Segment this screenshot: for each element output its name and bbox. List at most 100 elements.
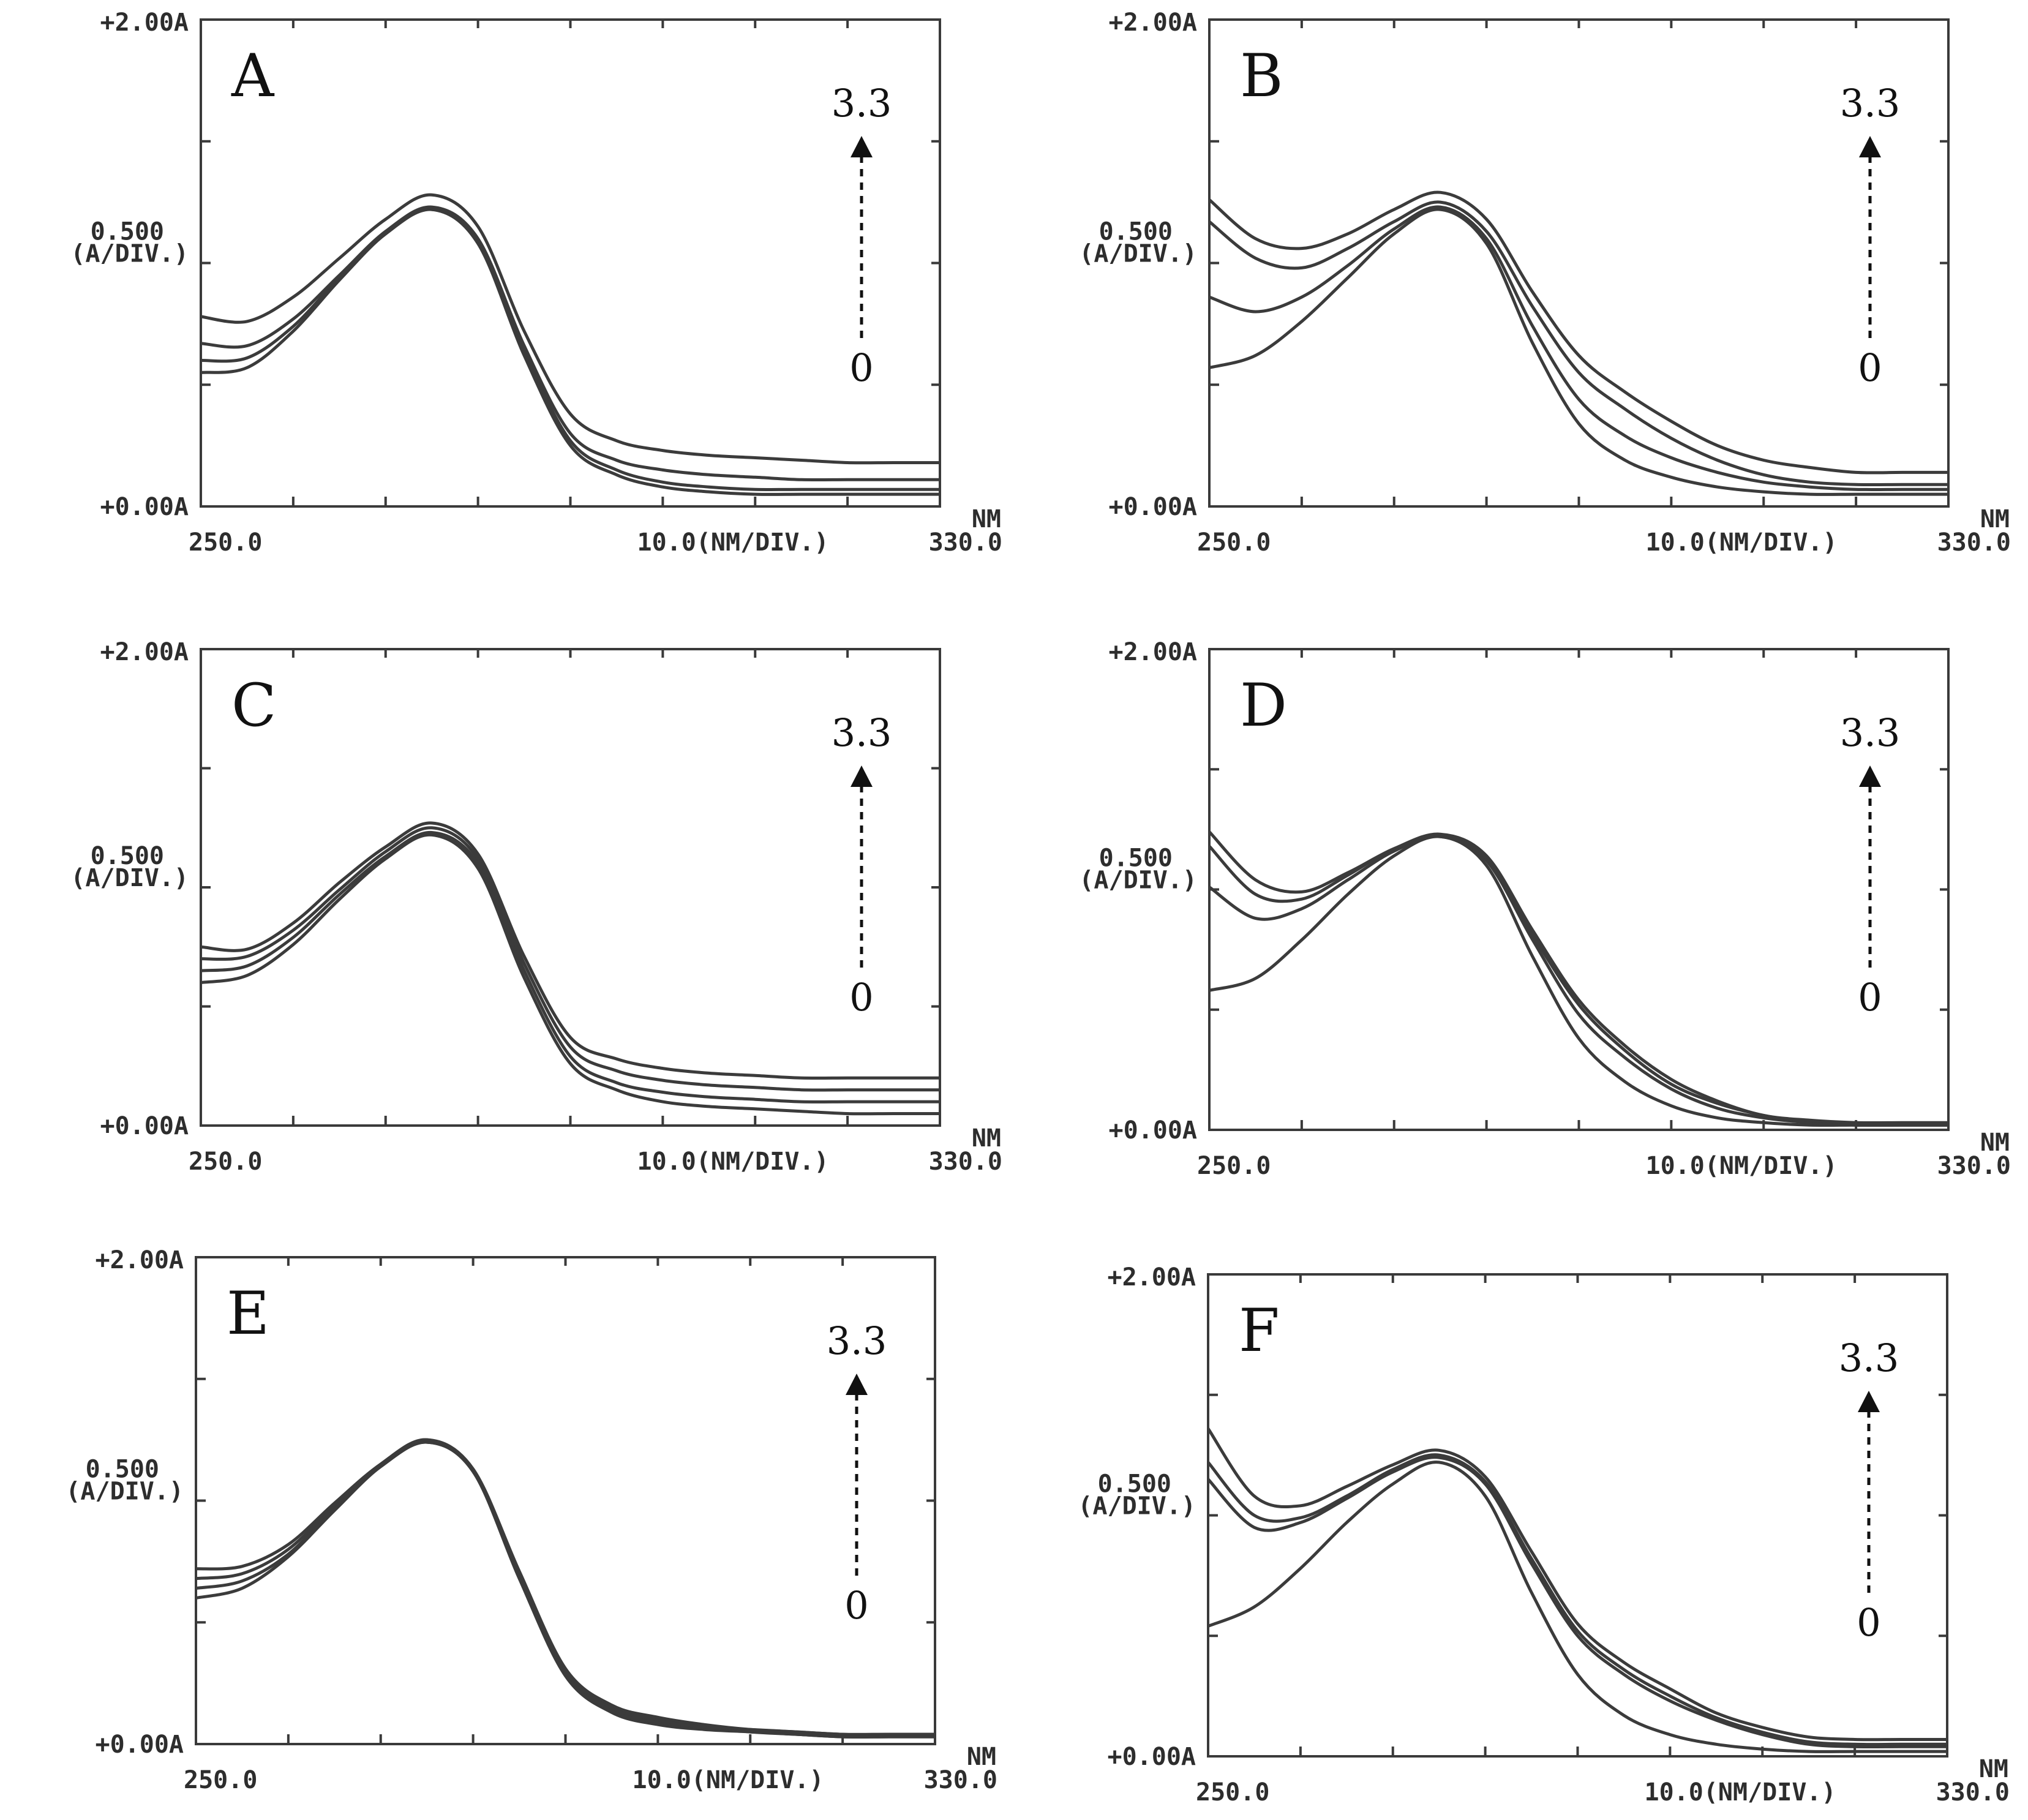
arrow-top-label: 3.3 — [1840, 81, 1901, 126]
y-scale-unit: (A/DIV.) — [70, 864, 189, 892]
x-axis-label: 10.0(NM/DIV.) — [637, 1148, 829, 1176]
series-line-3-3 — [200, 821, 940, 1080]
panel-letter: C — [231, 671, 276, 740]
panel-letter: A — [231, 42, 275, 110]
y-min-label: +0.00A — [100, 1112, 189, 1140]
y-max-label: +2.00A — [100, 9, 189, 37]
y-scale-value: 0.500 — [1099, 844, 1173, 873]
series-line-0 — [1209, 835, 1948, 1127]
arrow-top-label: 3.3 — [1840, 710, 1901, 755]
series-line-3-3 — [1206, 1427, 1947, 1742]
series-line-1 — [1207, 1456, 1947, 1749]
arrow-bottom-label: 0 — [849, 345, 873, 390]
x-max-label: 330.0 — [924, 1766, 997, 1794]
y-scale-unit: (A/DIV.) — [1079, 867, 1197, 895]
panel-letter: F — [1239, 1296, 1280, 1365]
panel-letter: D — [1240, 671, 1287, 740]
arrow-top-label: 3.3 — [832, 81, 892, 126]
series-line-2 — [1208, 835, 1948, 1127]
arrow-bottom-label: 0 — [844, 1583, 868, 1628]
arrow-bottom-label: 0 — [849, 975, 873, 1020]
x-min-label: 250.0 — [1197, 528, 1271, 557]
arrow-head — [851, 765, 873, 787]
x-unit-label: NM — [972, 505, 1001, 533]
arrow-head — [1858, 1391, 1880, 1412]
panel-letter: E — [227, 1279, 269, 1348]
panel-c: +2.00A +0.00A 0.500(A/DIV.) 250.0 330.0NM 10.… — [70, 638, 1002, 1176]
series-line-2 — [200, 826, 940, 1092]
panel-e: +2.00A +0.00A 0.500(A/DIV.) 250.0 330.0NM 10.… — [66, 1246, 997, 1794]
x-axis-label: 10.0(NM/DIV.) — [1646, 1152, 1838, 1180]
series-line-2 — [195, 1438, 935, 1736]
plot-frame — [1208, 648, 1950, 1131]
y-min-label: +0.00A — [1109, 1116, 1198, 1145]
x-max-label: 330.0 — [1937, 1152, 2011, 1180]
y-max-label: +2.00A — [1109, 638, 1198, 666]
arrow-top-label: 3.3 — [827, 1318, 887, 1363]
series-line-0 — [195, 1440, 935, 1739]
x-max-label: 330.0 — [929, 528, 1002, 557]
y-scale-value: 0.500 — [86, 1456, 159, 1484]
x-min-label: 250.0 — [189, 528, 262, 557]
x-axis-label: 10.0(NM/DIV.) — [637, 528, 829, 557]
y-scale-value: 0.500 — [1098, 1470, 1171, 1498]
series-line-0 — [200, 208, 940, 496]
x-unit-label: NM — [1979, 1755, 2008, 1783]
y-min-label: +0.00A — [96, 1731, 184, 1759]
x-max-label: 330.0 — [1936, 1778, 2010, 1807]
arrow-head — [1859, 136, 1881, 157]
series-line-3-3 — [1208, 190, 1948, 475]
panel-letter: B — [1240, 42, 1283, 110]
x-max-label: 330.0 — [929, 1148, 1002, 1176]
series-line-2 — [1207, 1453, 1947, 1747]
y-max-label: +2.00A — [100, 638, 189, 666]
y-scale-value: 0.500 — [1099, 218, 1173, 246]
x-axis-label: 10.0(NM/DIV.) — [1646, 528, 1838, 557]
y-max-label: +2.00A — [96, 1246, 184, 1274]
series-line-1 — [1209, 205, 1948, 491]
series-line-3-3 — [195, 1438, 935, 1736]
panel-f: +2.00A +0.00A 0.500(A/DIV.) 250.0 330.0NM 10.… — [1078, 1263, 2010, 1807]
x-unit-label: NM — [1980, 505, 2010, 533]
arrow-head — [1859, 765, 1881, 787]
x-max-label: 330.0 — [1937, 528, 2011, 557]
y-scale-unit: (A/DIV.) — [66, 1478, 184, 1506]
series-line-1 — [200, 830, 940, 1104]
y-min-label: +0.00A — [100, 493, 189, 521]
arrow-bottom-label: 0 — [1857, 1600, 1880, 1645]
series-line-1 — [1208, 835, 1948, 1127]
arrow-bottom-label: 0 — [1858, 975, 1882, 1020]
panel-a: +2.00A +0.00A 0.500(A/DIV.) 250.0 330.0NM 10.… — [70, 9, 1002, 557]
panel-b: +2.00A +0.00A 0.500(A/DIV.) 250.0 330.0NM 10.… — [1079, 9, 2011, 557]
x-unit-label: NM — [967, 1743, 996, 1771]
y-scale-value: 0.500 — [91, 218, 164, 246]
series-line-0 — [1209, 208, 1948, 496]
series-line-0 — [1207, 1461, 1947, 1753]
series-line-2 — [1208, 200, 1948, 487]
y-max-label: +2.00A — [1109, 9, 1198, 37]
x-min-label: 250.0 — [1196, 1778, 1269, 1807]
series-line-3-3 — [1208, 830, 1948, 1125]
x-min-label: 250.0 — [1197, 1152, 1271, 1180]
y-scale-unit: (A/DIV.) — [70, 240, 189, 268]
x-axis-label: 10.0(NM/DIV.) — [1645, 1778, 1836, 1807]
x-axis-label: 10.0(NM/DIV.) — [633, 1766, 824, 1794]
arrow-head — [851, 136, 873, 157]
y-scale-unit: (A/DIV.) — [1078, 1492, 1196, 1521]
arrow-bottom-label: 0 — [1858, 345, 1882, 390]
x-min-label: 250.0 — [189, 1148, 262, 1176]
arrow-top-label: 3.3 — [1839, 1336, 1899, 1380]
y-scale-value: 0.500 — [91, 842, 164, 870]
series-line-2 — [200, 205, 940, 482]
y-min-label: +0.00A — [1108, 1743, 1196, 1771]
y-min-label: +0.00A — [1109, 493, 1198, 521]
y-max-label: +2.00A — [1108, 1263, 1196, 1292]
x-unit-label: NM — [972, 1124, 1001, 1153]
panel-d: +2.00A +0.00A 0.500(A/DIV.) 250.0 330.0NM 10.… — [1079, 638, 2011, 1180]
y-scale-unit: (A/DIV.) — [1079, 240, 1197, 268]
series-line-1 — [200, 208, 940, 491]
arrow-top-label: 3.3 — [832, 710, 892, 755]
series-line-1 — [195, 1440, 935, 1739]
arrow-head — [846, 1374, 868, 1395]
